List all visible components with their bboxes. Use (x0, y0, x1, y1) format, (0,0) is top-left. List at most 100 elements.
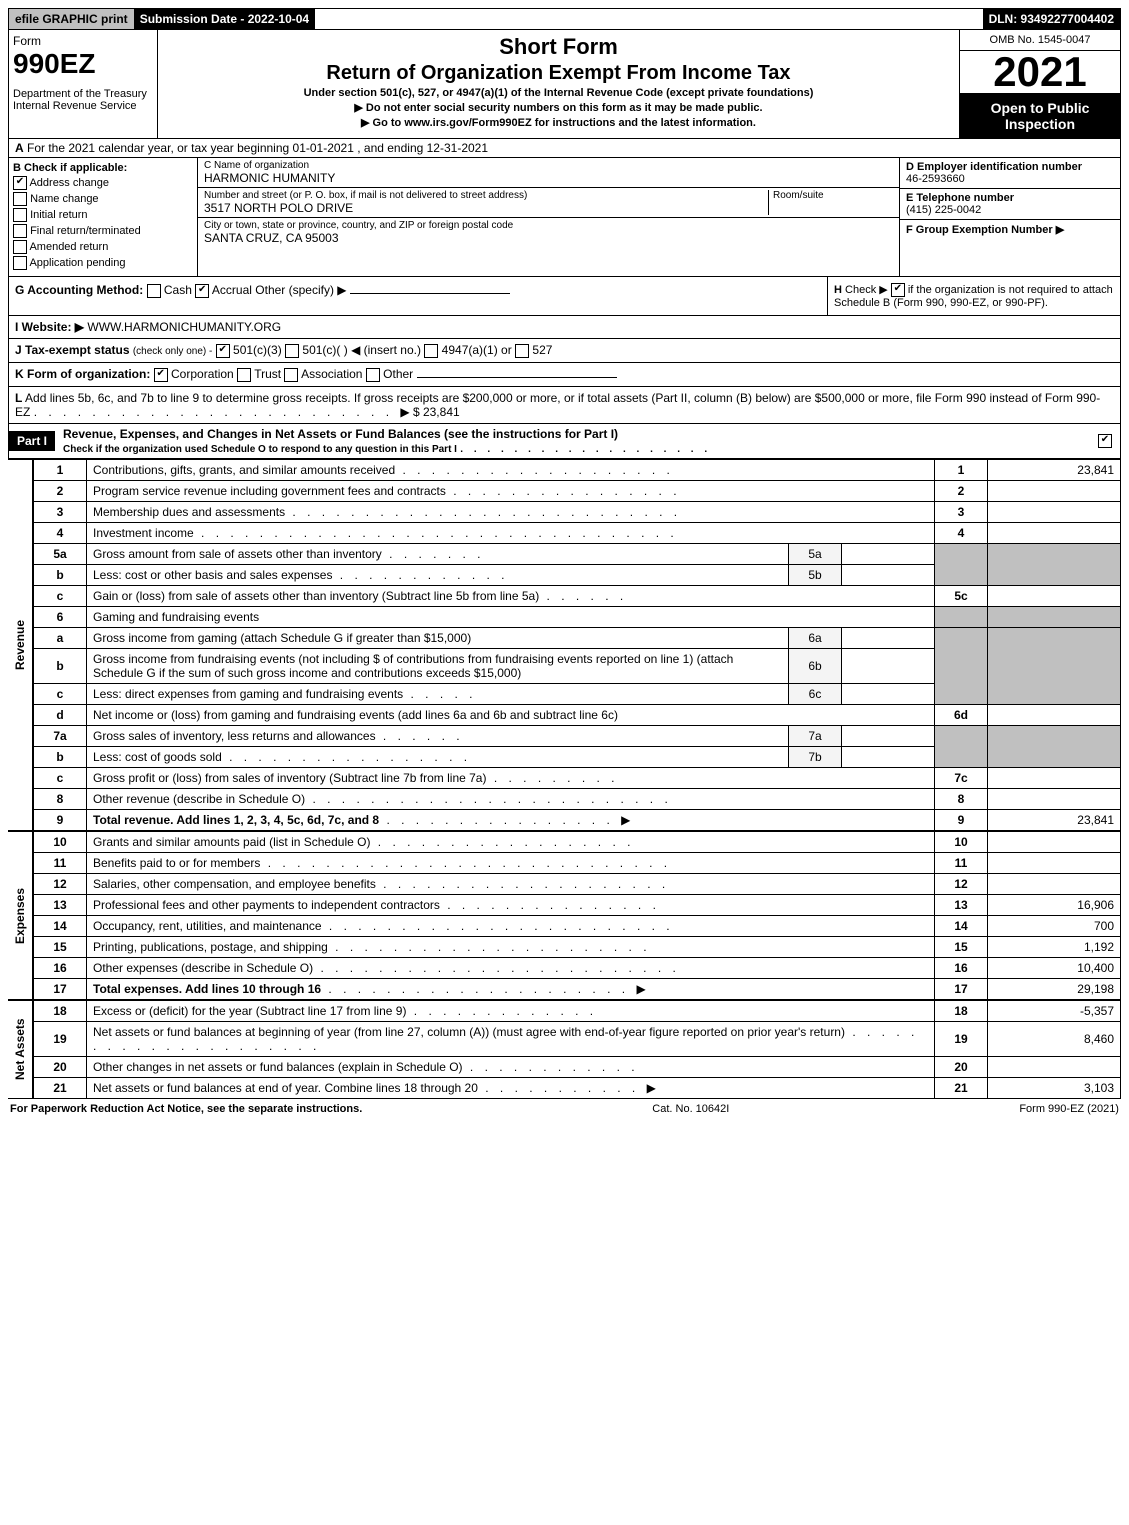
dots: . . . . . . . . . . . . . . . . . . . . … (34, 405, 401, 419)
org-name: HARMONIC HUMANITY (204, 171, 893, 185)
gray-cell (935, 543, 988, 585)
cb-schedule-o[interactable] (1098, 434, 1112, 448)
room-suite-label: Room/suite (773, 190, 893, 201)
cb-4947[interactable] (424, 344, 438, 358)
opt-4947: 4947(a)(1) or (442, 343, 512, 357)
col-value (988, 522, 1121, 543)
col-value: 1,192 (988, 936, 1121, 957)
header-center: Short Form Return of Organization Exempt… (158, 30, 959, 138)
gray-cell (988, 606, 1121, 627)
expenses-section: Expenses 10 Grants and similar amounts p… (8, 831, 1121, 1000)
accounting-method-label: G Accounting Method: (15, 283, 143, 297)
cb-application-pending-label: Application pending (29, 257, 125, 269)
section-b-hdr: Check if applicable: (24, 162, 127, 174)
cb-501c[interactable] (285, 344, 299, 358)
col-line-no: 20 (935, 1056, 988, 1077)
opt-corporation: Corporation (171, 367, 234, 381)
line-desc: Net assets or fund balances at end of ye… (93, 1081, 478, 1095)
line-desc: Less: cost or other basis and sales expe… (93, 568, 332, 582)
col-value (988, 767, 1121, 788)
line-no: 17 (34, 978, 87, 999)
col-value (988, 1056, 1121, 1077)
cb-final-return[interactable]: Final return/terminated (13, 224, 193, 238)
efile-print-btn[interactable]: efile GRAPHIC print (9, 9, 134, 29)
line-desc: Gross amount from sale of assets other t… (93, 547, 382, 561)
col-value (988, 501, 1121, 522)
cb-name-change[interactable]: Name change (13, 192, 193, 206)
line-desc: Gain or (loss) from sale of assets other… (93, 589, 539, 603)
col-line-no: 10 (935, 831, 988, 852)
part-i-badge: Part I (9, 431, 55, 451)
line-no: 9 (34, 809, 87, 830)
cb-501c3[interactable] (216, 344, 230, 358)
col-value (988, 852, 1121, 873)
side-label-expenses: Expenses (8, 831, 33, 1000)
table-row: 20 Other changes in net assets or fund b… (34, 1056, 1121, 1077)
line-no: 1 (34, 459, 87, 480)
col-value: 8,460 (988, 1021, 1121, 1056)
cb-application-pending[interactable]: Application pending (13, 256, 193, 270)
form-of-org-label: K Form of organization: (15, 367, 150, 381)
line-desc: Less: cost of goods sold (93, 750, 222, 764)
table-row: 21 Net assets or fund balances at end of… (34, 1077, 1121, 1098)
cb-cash[interactable] (147, 284, 161, 298)
col-value (988, 831, 1121, 852)
submission-date: Submission Date - 2022-10-04 (134, 9, 315, 29)
cb-trust[interactable] (237, 368, 251, 382)
opt-501c: 501(c)( ) ◀ (insert no.) (302, 343, 421, 357)
section-c-city-label: City or town, state or province, country… (204, 220, 893, 231)
other-specify-line[interactable] (350, 293, 510, 294)
website-value[interactable]: WWW.HARMONICHUMANITY.ORG (87, 320, 281, 334)
col-line-no: 5c (935, 585, 988, 606)
tax-exempt-label: J Tax-exempt status (15, 343, 130, 357)
table-row: 12 Salaries, other compensation, and emp… (34, 873, 1121, 894)
line-no: 11 (34, 852, 87, 873)
section-a-label: A (15, 141, 24, 155)
cb-amended-return[interactable]: Amended return (13, 240, 193, 254)
arrow-icon: ▶ (647, 1081, 656, 1095)
line-desc: Gross profit or (loss) from sales of inv… (93, 771, 486, 785)
part-i-title: Revenue, Expenses, and Changes in Net As… (63, 427, 618, 441)
table-row: 16 Other expenses (describe in Schedule … (34, 957, 1121, 978)
goto-link[interactable]: ▶ Go to www.irs.gov/Form990EZ for instru… (166, 116, 951, 129)
col-line-no: 1 (935, 459, 988, 480)
form-number: 990EZ (13, 48, 153, 80)
table-row: 10 Grants and similar amounts paid (list… (34, 831, 1121, 852)
line-desc: Salaries, other compensation, and employ… (93, 877, 376, 891)
cb-corporation[interactable] (154, 368, 168, 382)
section-d: D Employer identification number 46-2593… (900, 158, 1120, 189)
line-no: 7a (34, 725, 87, 746)
col-value: 10,400 (988, 957, 1121, 978)
cb-association[interactable] (284, 368, 298, 382)
col-line-no: 14 (935, 915, 988, 936)
tax-exempt-note: (check only one) - (133, 346, 212, 357)
section-g: G Accounting Method: Cash Accrual Other … (9, 277, 827, 315)
cb-address-change-label: Address change (29, 177, 109, 189)
sub-value (842, 543, 935, 564)
cb-accrual[interactable] (195, 284, 209, 298)
accrual-label: Accrual (212, 283, 252, 297)
opt-trust: Trust (254, 367, 281, 381)
line-desc: Gaming and fundraising events (87, 606, 935, 627)
line-desc: Contributions, gifts, grants, and simila… (93, 463, 395, 477)
cb-527[interactable] (515, 344, 529, 358)
cb-address-change[interactable]: Address change (13, 176, 193, 190)
col-line-no: 3 (935, 501, 988, 522)
line-desc: Gross income from gaming (attach Schedul… (87, 627, 789, 648)
cb-initial-return[interactable]: Initial return (13, 208, 193, 222)
section-h-text1: Check ▶ (845, 284, 888, 296)
line-no: 20 (34, 1056, 87, 1077)
other-label: Other (specify) ▶ (255, 283, 346, 297)
line-no: 16 (34, 957, 87, 978)
line-no: 4 (34, 522, 87, 543)
cb-other-org[interactable] (366, 368, 380, 382)
table-row: 1 Contributions, gifts, grants, and simi… (34, 459, 1121, 480)
cb-schedule-b[interactable] (891, 283, 905, 297)
line-no: 21 (34, 1077, 87, 1098)
col-line-no: 2 (935, 480, 988, 501)
line-no: d (34, 704, 87, 725)
org-city: SANTA CRUZ, CA 95003 (204, 231, 893, 245)
other-org-line[interactable] (417, 377, 617, 378)
col-line-no: 6d (935, 704, 988, 725)
line-desc: Other expenses (describe in Schedule O) (93, 961, 313, 975)
